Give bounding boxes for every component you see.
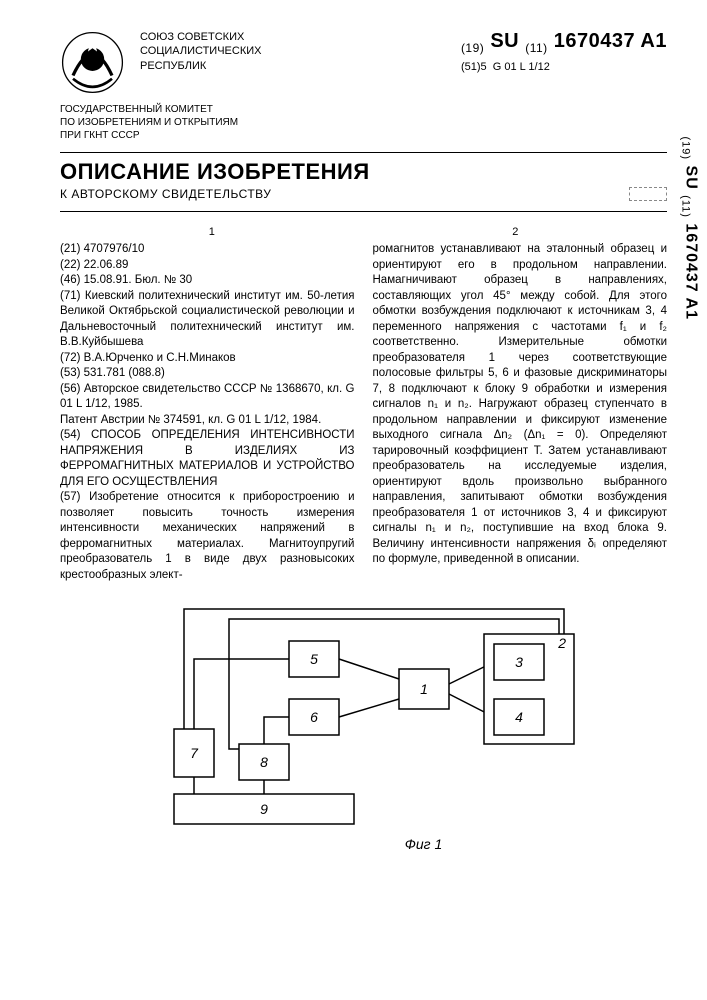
svg-text:6: 6 <box>310 709 318 725</box>
svg-text:2: 2 <box>557 635 566 651</box>
committee-line: ГОСУДАРСТВЕННЫЙ КОМИТЕТ <box>60 103 667 116</box>
divider <box>60 211 667 212</box>
page-title: ОПИСАНИЕ ИЗОБРЕТЕНИЯ <box>60 159 370 185</box>
figure-1: 123456789 Фиг 1 <box>60 599 667 852</box>
issuer-line: СОЦИАЛИСТИЧЕСКИХ <box>140 44 261 58</box>
side-doc-number: (19) SU (11) 1670437 A1 <box>679 137 699 321</box>
column-numbers: 1 2 <box>60 226 667 238</box>
left-column: (21) 4707976/10 (22) 22.06.89 (46) 15.08… <box>60 242 355 583</box>
issuer-line: РЕСПУБЛИК <box>140 59 261 73</box>
svg-text:3: 3 <box>515 654 523 670</box>
committee-line: ПО ИЗОБРЕТЕНИЯМ И ОТКРЫТИЯМ <box>60 116 667 129</box>
body-columns: (21) 4707976/10 (22) 22.06.89 (46) 15.08… <box>60 242 667 583</box>
issuer-line: СОЮЗ СОВЕТСКИХ <box>140 30 261 44</box>
title-row: ОПИСАНИЕ ИЗОБРЕТЕНИЯ К АВТОРСКОМУ СВИДЕТ… <box>60 159 667 201</box>
col-num-left: 1 <box>209 226 215 238</box>
svg-text:7: 7 <box>190 745 199 761</box>
right-column: ромагнитов устанавливают на эталонный об… <box>373 242 668 583</box>
doc-number-block: (19) SU (11) 1670437 A1 (51)5 G 01 L 1/1… <box>461 30 667 73</box>
svg-text:9: 9 <box>260 801 268 817</box>
svg-text:1: 1 <box>420 681 428 697</box>
ussr-emblem-icon <box>60 30 125 95</box>
header: СОЮЗ СОВЕТСКИХ СОЦИАЛИСТИЧЕСКИХ РЕСПУБЛИ… <box>60 30 667 95</box>
svg-text:5: 5 <box>310 651 318 667</box>
page-subtitle: К АВТОРСКОМУ СВИДЕТЕЛЬСТВУ <box>60 187 370 201</box>
doc-class: (51)5 G 01 L 1/12 <box>461 61 667 73</box>
svg-text:4: 4 <box>515 709 523 725</box>
svg-text:8: 8 <box>260 754 268 770</box>
divider <box>60 152 667 153</box>
stamp-box <box>629 187 667 201</box>
col-num-right: 2 <box>512 226 518 238</box>
committee-line: ПРИ ГКНТ СССР <box>60 129 667 142</box>
block-diagram: 1 2 3 4 5 6 7 8 9 <box>149 599 579 829</box>
figure-label: Фиг 1 <box>120 836 707 852</box>
issuer-block: СОЮЗ СОВЕТСКИХ СОЦИАЛИСТИЧЕСКИХ РЕСПУБЛИ… <box>140 30 261 73</box>
doc-number: (19) SU (11) 1670437 A1 <box>461 30 667 55</box>
page: СОЮЗ СОВЕТСКИХ СОЦИАЛИСТИЧЕСКИХ РЕСПУБЛИ… <box>0 0 707 872</box>
title-block: ОПИСАНИЕ ИЗОБРЕТЕНИЯ К АВТОРСКОМУ СВИДЕТ… <box>60 159 370 201</box>
committee-block: ГОСУДАРСТВЕННЫЙ КОМИТЕТ ПО ИЗОБРЕТЕНИЯМ … <box>60 103 667 142</box>
